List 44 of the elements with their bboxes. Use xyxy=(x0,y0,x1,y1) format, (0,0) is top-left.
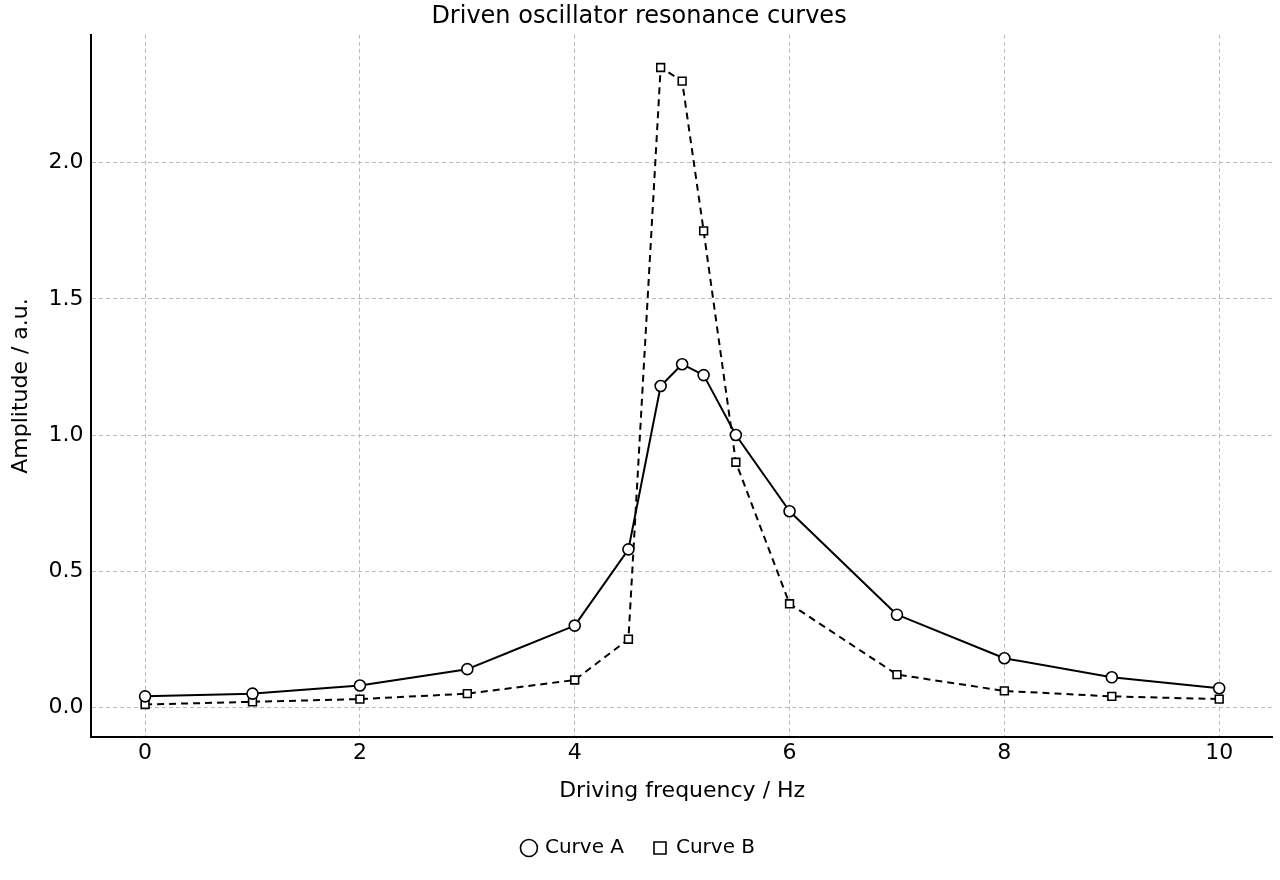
point xyxy=(697,368,710,382)
x-axis-title: Driving frequency / Hz xyxy=(559,776,806,802)
x-tick-label: 6 xyxy=(782,739,797,765)
point xyxy=(729,428,743,442)
point xyxy=(246,687,259,700)
x-tick-label: 10 xyxy=(1205,739,1234,765)
point xyxy=(570,675,580,685)
legend-label: Curve A xyxy=(544,834,625,859)
point xyxy=(654,379,667,393)
y-tick-label: 1.5 xyxy=(48,284,84,310)
point xyxy=(1105,671,1119,684)
point xyxy=(461,662,474,676)
x-tick-label: 0 xyxy=(138,739,153,765)
point xyxy=(784,599,795,609)
point xyxy=(655,62,666,73)
y-tick-label: 2.0 xyxy=(48,148,84,174)
point xyxy=(623,634,634,644)
point xyxy=(677,76,687,86)
x-tick-label: 2 xyxy=(352,739,367,765)
chart-title: Driven oscillator resonance curves xyxy=(431,0,847,29)
point xyxy=(999,686,1010,696)
point xyxy=(1107,691,1117,702)
point xyxy=(355,694,365,704)
point xyxy=(353,679,367,692)
point xyxy=(675,357,689,371)
point xyxy=(731,457,741,467)
point xyxy=(890,608,904,621)
point xyxy=(892,669,902,680)
y-tick-label: 1.0 xyxy=(48,420,84,446)
point xyxy=(622,543,635,556)
y-axis-title: Amplitude / a.u. xyxy=(6,298,32,474)
x-tick-label: 4 xyxy=(567,739,582,765)
point xyxy=(998,651,1011,665)
x-tick-label: 8 xyxy=(997,739,1012,765)
point xyxy=(1214,694,1224,704)
point xyxy=(462,688,473,699)
legend-label: Curve B xyxy=(675,834,756,859)
y-tick-label: 0.5 xyxy=(48,556,84,582)
point xyxy=(138,690,152,703)
point xyxy=(1212,681,1226,695)
y-tick-label: 0.0 xyxy=(48,692,84,718)
point xyxy=(783,504,796,518)
point xyxy=(568,619,582,632)
point xyxy=(698,226,709,236)
